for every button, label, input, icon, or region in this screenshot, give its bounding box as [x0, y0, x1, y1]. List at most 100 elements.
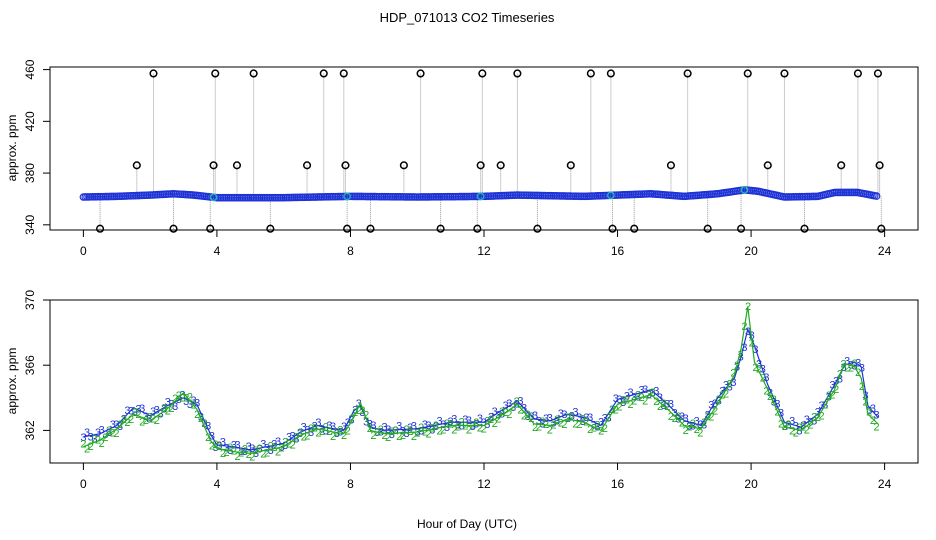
series-marker: 3	[650, 388, 656, 400]
series-marker: 3	[91, 434, 97, 446]
series-marker: 3	[550, 418, 556, 430]
top-outlier-stems	[99, 73, 882, 229]
series-marker: 3	[554, 415, 560, 427]
series-marker: 2	[591, 423, 597, 435]
series-marker: 2	[558, 418, 564, 430]
series-marker: 2	[154, 415, 160, 427]
series-marker: 3	[132, 407, 138, 419]
series-marker: 3	[481, 417, 487, 429]
series-marker: 3	[767, 387, 773, 399]
series-marker: 2	[227, 442, 233, 454]
series-marker: 3	[102, 429, 108, 441]
series-marker: 2	[466, 425, 472, 437]
y-tick-label: 366	[23, 355, 37, 375]
series-marker: 2	[576, 419, 582, 431]
series-marker: 3	[190, 395, 196, 407]
series-marker: 3	[249, 443, 255, 455]
series-marker: 3	[859, 363, 865, 375]
top-plot-frame	[49, 66, 919, 231]
series-marker: 2	[168, 403, 174, 415]
bottom-x-axis: 0 4 8 12 16 20 24	[80, 463, 892, 491]
series-marker: 2	[334, 427, 340, 439]
outlier-point	[132, 161, 141, 170]
series-marker: 2	[785, 419, 791, 431]
bottom-plot-frame	[49, 299, 919, 464]
series-marker: 2	[778, 419, 784, 431]
series-marker: 2	[602, 423, 608, 435]
outlier-point	[96, 224, 105, 233]
series-marker: 2	[712, 406, 718, 418]
series-line	[83, 327, 879, 451]
series-marker: 2	[367, 423, 373, 435]
series-marker: 3	[506, 398, 512, 410]
series-marker: 3	[337, 426, 343, 438]
series-marker: 3	[569, 410, 575, 422]
series-marker: 2	[488, 414, 494, 426]
series-marker: 3	[613, 393, 619, 405]
series-marker: 3	[304, 424, 310, 436]
series-marker: 3	[268, 445, 274, 457]
series-marker: 2	[870, 415, 876, 427]
series-marker: 3	[99, 425, 105, 437]
series-marker: 2	[128, 414, 134, 426]
series-marker: 3	[293, 434, 299, 446]
series-marker: 3	[532, 410, 538, 422]
series-marker: 2	[297, 427, 303, 439]
series-marker: 3	[583, 412, 589, 424]
series-marker: 3	[741, 342, 747, 354]
top-outlier-points	[96, 69, 886, 233]
series-marker: 2	[304, 431, 310, 443]
series-marker: 3	[205, 420, 211, 432]
baseline-point	[872, 192, 881, 200]
series-marker: 3	[477, 413, 483, 425]
series-marker: 2	[301, 431, 307, 443]
series-marker: 2	[536, 421, 542, 433]
series-marker: 3	[330, 421, 336, 433]
series-marker: 3	[139, 403, 145, 415]
series-marker: 3	[855, 357, 861, 369]
series-marker: 2	[848, 363, 854, 375]
series-marker: 3	[176, 394, 182, 406]
series-marker: 2	[767, 391, 773, 403]
series-marker: 2	[874, 421, 880, 433]
series-marker: 3	[804, 414, 810, 426]
series-marker: 2	[741, 321, 747, 333]
series-marker: 2	[150, 414, 156, 426]
top-y-axis: 340 380 420 460	[23, 59, 50, 235]
series-marker: 3	[323, 425, 329, 437]
series-marker: 2	[539, 416, 545, 428]
series-marker: 3	[224, 442, 230, 454]
series-marker: 2	[837, 368, 843, 380]
series-marker: 2	[183, 393, 189, 405]
series-marker: 3	[738, 351, 744, 363]
series-marker: 3	[598, 417, 604, 429]
series-marker: 2	[528, 413, 534, 425]
x-tick-label: 0	[80, 244, 87, 258]
series-marker: 2	[102, 432, 108, 444]
series-marker: 2	[448, 419, 454, 431]
outlier-point	[875, 161, 884, 170]
series-marker: 2	[440, 425, 446, 437]
outlier-point	[566, 161, 575, 170]
outlier-point	[436, 224, 445, 233]
series-marker: 3	[528, 411, 534, 423]
series-marker: 3	[341, 421, 347, 433]
series-marker: 3	[756, 358, 762, 370]
series-marker: 3	[407, 422, 413, 434]
outlier-point	[666, 161, 676, 170]
x-tick-label: 8	[347, 244, 354, 258]
series-marker: 2	[202, 418, 208, 430]
baseline-accent-point	[740, 185, 749, 194]
series-marker: 3	[110, 419, 116, 431]
series-marker: 3	[561, 409, 567, 421]
series-marker: 2	[481, 424, 487, 436]
series-marker: 3	[833, 376, 839, 388]
series-marker: 3	[763, 372, 769, 384]
series-marker: 2	[308, 423, 314, 435]
series-marker: 2	[359, 405, 365, 417]
series-marker: 3	[701, 420, 707, 432]
series-marker: 3	[440, 419, 446, 431]
series-marker: 3	[264, 442, 270, 454]
series-marker: 2	[179, 392, 185, 404]
series-marker: 2	[782, 421, 788, 433]
